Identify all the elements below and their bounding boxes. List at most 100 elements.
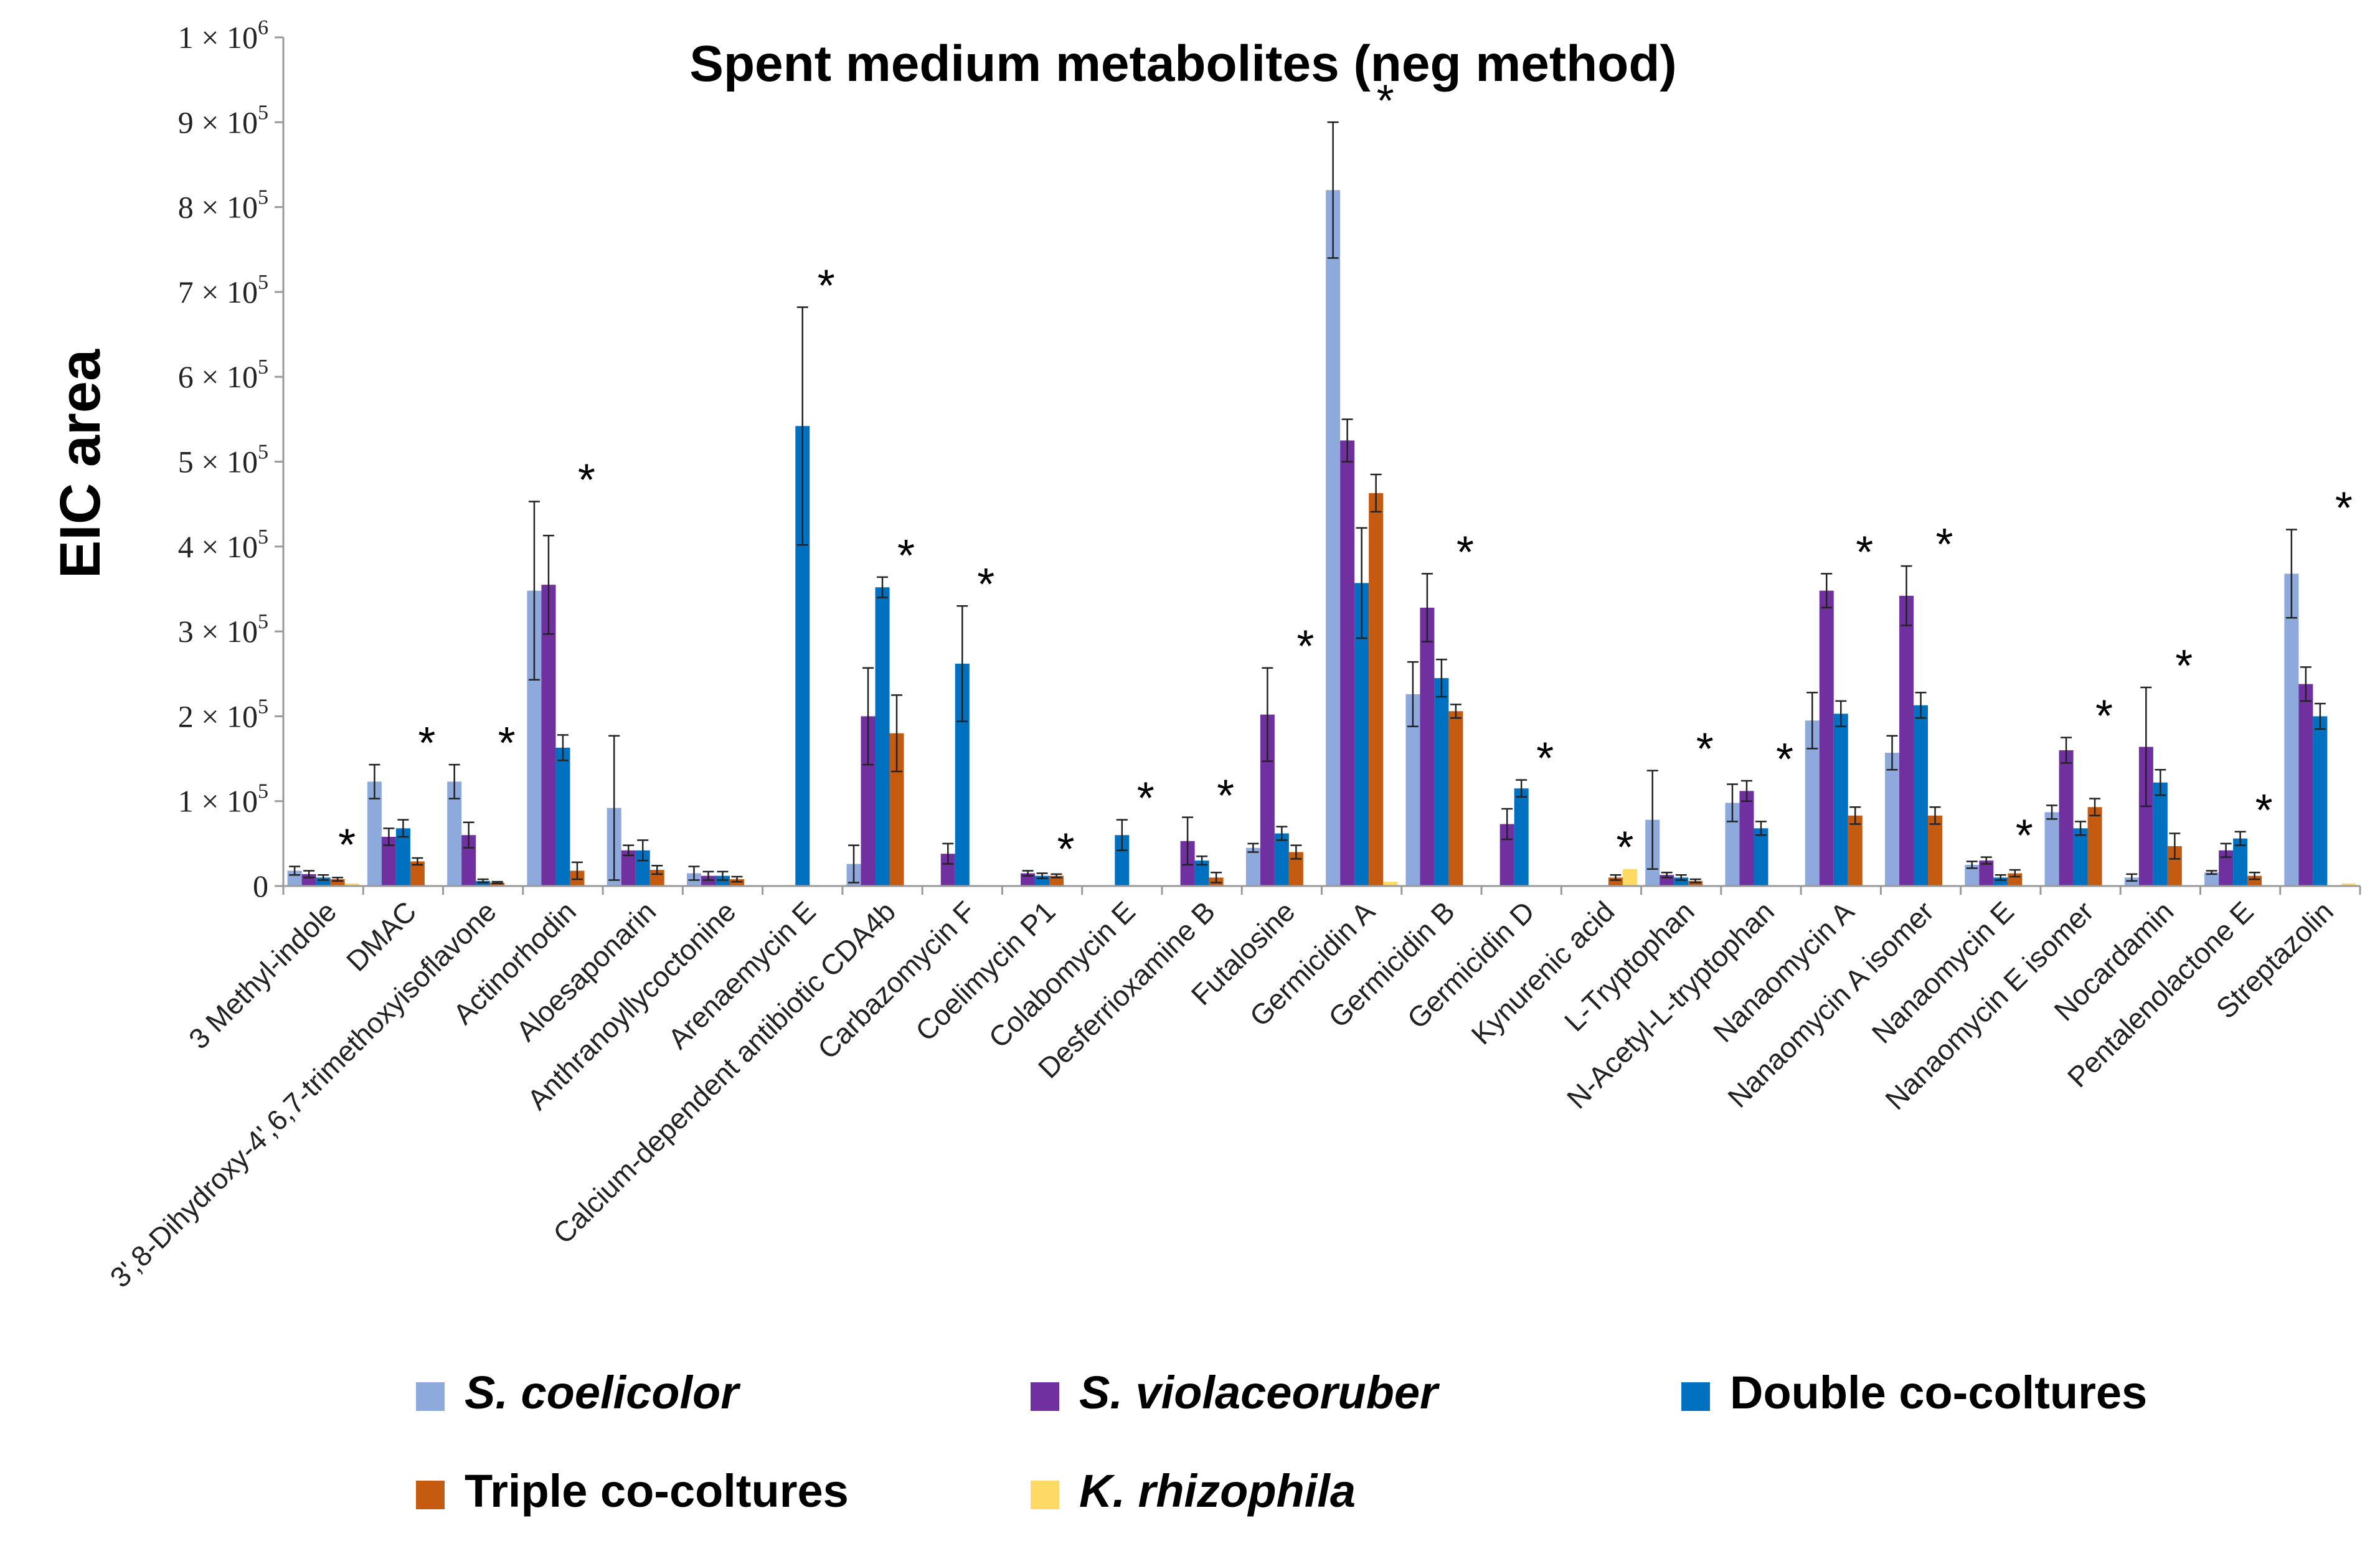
bar xyxy=(1260,714,1275,886)
bar xyxy=(1805,720,1820,886)
significance-star: * xyxy=(2095,691,2113,741)
bar xyxy=(955,663,970,886)
significance-star: * xyxy=(498,719,516,768)
x-axis: 3 Methyl-indoleDMAC3',8-Dihydroxy-4',6,7… xyxy=(103,885,2361,1294)
bar xyxy=(1326,190,1341,887)
bar xyxy=(447,781,462,886)
bar xyxy=(1514,788,1529,886)
bar xyxy=(2087,807,2102,886)
bar xyxy=(1819,590,1834,886)
significance-star: * xyxy=(2255,786,2273,836)
bar xyxy=(2153,782,2168,886)
bar xyxy=(1369,493,1384,886)
significance-star: * xyxy=(1536,734,1554,784)
bar xyxy=(2044,812,2059,886)
x-tick-label: Colabomycin E xyxy=(982,895,1141,1054)
bar xyxy=(367,781,382,886)
y-tick-label: 1 × 105 xyxy=(178,780,268,819)
significance-star: * xyxy=(897,531,915,581)
bar xyxy=(729,879,744,886)
chart-title: Spent medium metabolites (neg method) xyxy=(689,35,1676,92)
bar xyxy=(1622,869,1637,886)
significance-star: * xyxy=(1457,527,1474,577)
bar xyxy=(1928,815,1943,886)
significance-star: * xyxy=(1616,823,1633,873)
legend-label: K. rhizophila xyxy=(1079,1465,1356,1517)
bar xyxy=(541,585,556,886)
y-tick-label: 3 × 105 xyxy=(178,610,268,649)
bar xyxy=(527,590,542,886)
bar xyxy=(1725,803,1740,886)
significance-star: * xyxy=(1856,527,1873,577)
legend-swatch xyxy=(416,1481,445,1509)
bar xyxy=(2124,877,2139,886)
significance-star: * xyxy=(338,821,356,870)
bar xyxy=(940,854,955,886)
significance-star: * xyxy=(1936,520,1953,570)
bar xyxy=(1739,791,1754,886)
legend-swatch xyxy=(1681,1382,1710,1411)
bar xyxy=(1420,607,1435,886)
legend-label: Double co-coltures xyxy=(1730,1367,2147,1418)
bar xyxy=(2247,875,2262,886)
bar xyxy=(795,426,810,886)
bar xyxy=(1245,847,1260,886)
legend-swatch xyxy=(1031,1382,1059,1411)
bar xyxy=(875,587,890,886)
y-tick-label: 7 × 105 xyxy=(178,271,268,309)
bar xyxy=(2073,828,2088,886)
bar xyxy=(621,850,636,886)
bar xyxy=(330,879,345,886)
bar xyxy=(344,883,359,886)
bar xyxy=(1885,753,1900,886)
significance-star: * xyxy=(1377,76,1394,126)
bar xyxy=(861,716,876,886)
legend-swatch xyxy=(1031,1481,1059,1509)
bar xyxy=(2298,684,2313,886)
bar xyxy=(1340,440,1355,886)
bar xyxy=(2341,883,2356,886)
bar xyxy=(1965,864,1980,886)
bar xyxy=(1914,705,1929,886)
bar xyxy=(1754,828,1768,886)
legend-label: S. violaceoruber xyxy=(1079,1367,1440,1418)
y-tick-label: 1 × 106 xyxy=(178,16,268,55)
bar xyxy=(1288,852,1303,886)
bar xyxy=(395,828,410,886)
bar xyxy=(2167,846,2182,886)
bar xyxy=(715,875,730,886)
bar xyxy=(1405,694,1420,886)
y-tick-label: 0 xyxy=(253,869,268,903)
significance-star: * xyxy=(1776,735,1793,785)
bar xyxy=(2059,750,2074,886)
x-tick-label: Aloesaponarin xyxy=(510,895,663,1047)
bar xyxy=(2219,850,2234,886)
bar xyxy=(410,861,425,886)
significance-star: * xyxy=(977,560,994,610)
x-tick-label: Arenaemycin E xyxy=(661,895,821,1055)
bar xyxy=(555,747,570,886)
significance-star: * xyxy=(2175,641,2193,691)
significance-star: * xyxy=(1696,725,1714,775)
significance-star: * xyxy=(1217,771,1234,821)
y-tick-label: 4 × 105 xyxy=(178,526,268,564)
bar xyxy=(1049,875,1064,886)
bar xyxy=(1274,833,1289,886)
bar xyxy=(1833,714,1848,886)
x-tick-label: Coelimycin P1 xyxy=(909,895,1062,1047)
bar xyxy=(2204,872,2219,886)
bar xyxy=(1848,815,1863,886)
y-axis: 0 1 × 105 2 × 105 3 × 105 4 × 105 5 × 105 6 × … xyxy=(178,16,285,903)
x-tick-label: Nanaomycin E xyxy=(1866,895,2020,1049)
significance-star: * xyxy=(818,261,835,311)
bar xyxy=(1979,860,1994,886)
bar xyxy=(1688,880,1703,886)
legend-label: Triple co-coltures xyxy=(465,1465,849,1517)
bar xyxy=(490,882,505,886)
bar xyxy=(1115,835,1130,886)
bar xyxy=(2138,747,2153,886)
bar xyxy=(1383,882,1398,886)
significance-star: * xyxy=(1057,824,1075,874)
legend-swatch xyxy=(416,1382,445,1411)
